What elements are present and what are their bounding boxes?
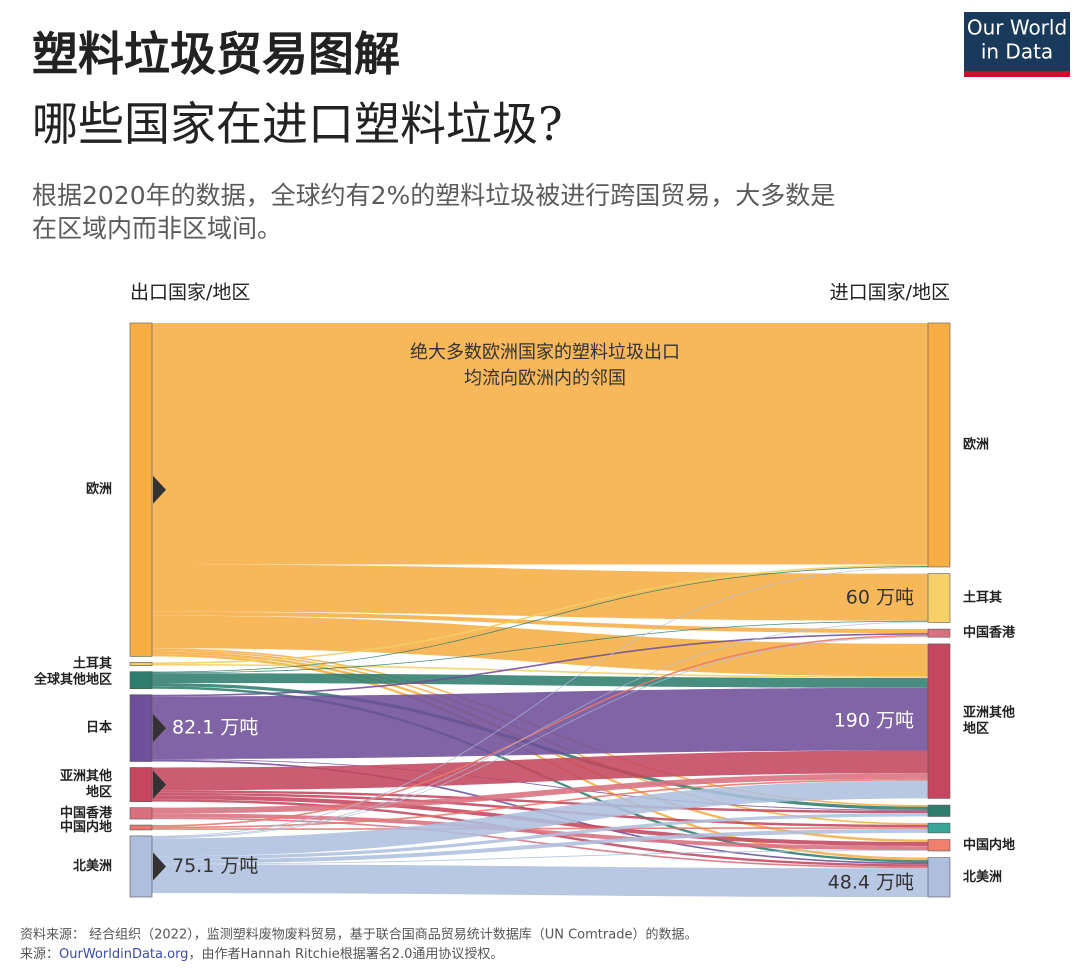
logo-text: in Data — [981, 40, 1053, 64]
node — [927, 643, 951, 799]
description: 根据2020年的数据，全球约有2%的塑料垃圾被进行跨国贸易，大多数是 — [32, 181, 835, 210]
flow — [152, 615, 928, 677]
node-label: 北美洲 — [963, 869, 1002, 885]
node-label: 日本 — [86, 720, 112, 736]
logo-box — [964, 12, 1070, 77]
flow — [152, 633, 928, 697]
flow — [152, 636, 928, 839]
description: 在区域内而非区域间。 — [32, 214, 282, 243]
flow — [152, 790, 928, 814]
flow — [152, 620, 928, 674]
flow — [152, 813, 928, 860]
node — [129, 835, 153, 898]
node — [129, 767, 153, 802]
flow — [152, 653, 928, 861]
flow — [152, 780, 928, 857]
node-label: 全球其他地区 — [33, 672, 112, 688]
source-line: 来源：OurWorldinData.org，由作者Hannah Ritchie根… — [20, 946, 503, 962]
value-label: 82.1 万吨 — [172, 717, 258, 739]
node-label: 地区 — [86, 784, 112, 800]
flow — [152, 564, 928, 621]
node-label: 中国内地 — [963, 837, 1015, 853]
node — [927, 857, 951, 898]
chart-subtitle: 哪些国家在进口塑料垃圾? — [32, 97, 563, 151]
node-label: 土耳其 — [963, 590, 1002, 606]
logo-bar — [964, 71, 1070, 77]
node — [927, 573, 951, 623]
flow — [152, 673, 928, 688]
value-label: 190 万吨 — [834, 710, 914, 732]
node — [129, 807, 153, 820]
value-label: 75.1 万吨 — [172, 855, 258, 877]
node-label: 土耳其 — [73, 656, 112, 672]
node — [129, 322, 153, 657]
node — [129, 824, 153, 831]
flow — [152, 864, 928, 897]
flow — [152, 664, 928, 679]
value-label: 60 万吨 — [846, 587, 914, 609]
node-arrow — [153, 475, 166, 504]
flow — [152, 323, 928, 565]
node — [129, 671, 153, 690]
flow — [152, 621, 928, 838]
source-note: 资料来源： 经合组织（2022），监测塑料废物废料贸易，基于联合国商品贸易统计数… — [20, 927, 697, 943]
flow — [152, 564, 928, 665]
node — [927, 322, 951, 568]
flow — [152, 634, 928, 827]
flow — [152, 687, 928, 759]
node-label: 北美洲 — [73, 858, 112, 874]
node — [927, 822, 951, 834]
flow — [152, 758, 928, 811]
flow — [152, 750, 928, 791]
flow — [152, 813, 928, 851]
logo-text: Our World — [967, 16, 1067, 40]
annotation: 均流向欧洲内的邻国 — [464, 368, 626, 389]
node-label: 欧洲 — [963, 436, 989, 452]
node-label: 亚洲其他 — [60, 768, 112, 784]
node — [129, 694, 153, 762]
flow — [152, 778, 928, 829]
links — [152, 323, 928, 897]
flow — [152, 611, 928, 634]
source-prefix: 来源： — [20, 947, 59, 962]
annotation: 绝大多数欧洲国家的塑料垃圾出口 — [410, 342, 680, 363]
node-label: 亚洲其他 — [963, 705, 1015, 721]
flow — [152, 566, 928, 673]
right-header: 进口国家/地区 — [830, 282, 950, 304]
flow — [152, 817, 928, 869]
left-header: 出口国家/地区 — [130, 282, 250, 304]
node-label: 中国香港 — [963, 625, 1016, 641]
node-arrow — [153, 770, 166, 799]
node — [927, 628, 951, 638]
source-link[interactable]: OurWorldinData.org — [59, 947, 188, 962]
node-label: 中国香港 — [60, 805, 113, 821]
node-arrow — [153, 714, 166, 743]
source-suffix: ，由作者Hannah Ritchie根据署名2.0通用协议授权。 — [188, 946, 503, 962]
flow — [152, 850, 928, 865]
node-label: 地区 — [963, 721, 989, 737]
node-arrow — [153, 852, 166, 881]
node-label: 中国内地 — [60, 819, 112, 835]
flow — [152, 827, 928, 830]
node-label: 欧洲 — [86, 481, 112, 497]
flow — [152, 773, 928, 814]
flow — [152, 566, 928, 837]
flow — [152, 828, 928, 864]
chart-title: 塑料垃圾贸易图解 — [32, 27, 400, 81]
node — [927, 804, 951, 817]
value-label: 48.4 万吨 — [828, 872, 914, 894]
node — [129, 662, 153, 666]
node — [927, 839, 951, 852]
